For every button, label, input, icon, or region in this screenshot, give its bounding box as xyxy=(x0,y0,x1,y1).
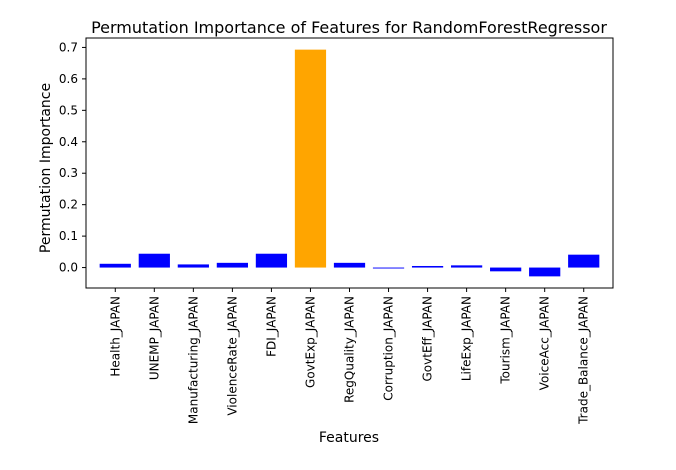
bar xyxy=(216,262,248,268)
chart-title: Permutation Importance of Features for R… xyxy=(91,18,607,37)
y-tick-label: 0.0 xyxy=(59,261,78,275)
bar xyxy=(411,265,444,268)
y-tick-label: 0.4 xyxy=(59,135,78,149)
bar xyxy=(333,262,366,268)
x-tick-label: Tourism_JAPAN xyxy=(499,296,513,385)
x-tick-label: Trade_Balance_JAPAN xyxy=(577,296,591,425)
y-tick-label: 0.3 xyxy=(59,166,78,180)
x-tick-label: Manufacturing_JAPAN xyxy=(186,296,200,424)
bar xyxy=(451,265,483,268)
bar xyxy=(99,263,131,268)
x-tick-label: LifeExp_JAPAN xyxy=(460,296,474,381)
y-tick-label: 0.7 xyxy=(59,40,78,54)
x-tick-label: UNEMP_JAPAN xyxy=(147,296,161,380)
x-tick-label: GovtEff_JAPAN xyxy=(421,296,435,382)
y-tick-label: 0.6 xyxy=(59,72,78,86)
y-tick-label: 0.5 xyxy=(59,103,78,117)
x-tick-label: Corruption_JAPAN xyxy=(382,296,396,401)
x-tick-label: GovtExp_JAPAN xyxy=(303,296,317,388)
y-tick-label: 0.2 xyxy=(59,198,78,212)
bar xyxy=(294,49,327,268)
bar xyxy=(568,254,600,268)
bar xyxy=(177,264,209,268)
x-tick-label: Health_JAPAN xyxy=(108,296,122,377)
bar xyxy=(372,267,405,269)
plot-area: 0.0 0.1 0.2 0.3 0.4 0.5 0.6 0.7 Health_JAPAN UNEM… xyxy=(59,37,614,425)
x-tick-label: RegQuality_JAPAN xyxy=(343,296,357,403)
bar xyxy=(138,253,170,268)
x-axis-title: Features xyxy=(319,430,379,446)
bar xyxy=(490,267,522,272)
bar xyxy=(529,267,561,277)
x-tick-label: VoiceAcc_JAPAN xyxy=(538,296,552,390)
x-tick-label: FDI_JAPAN xyxy=(264,296,278,357)
x-tick-label: ViolenceRate_JAPAN xyxy=(225,296,239,416)
y-axis-title: Permutation Importance xyxy=(38,83,54,253)
bar xyxy=(255,253,288,268)
y-tick-label: 0.1 xyxy=(59,229,78,243)
